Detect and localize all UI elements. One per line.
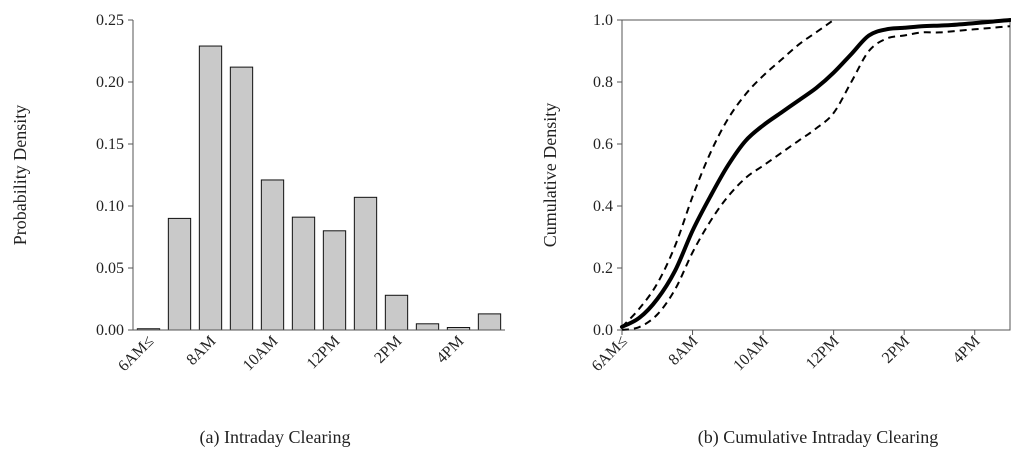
panel-a-x-ticks: 6AM≤ 8AM 10AM 12PM 2PM 4PM <box>115 333 467 375</box>
panel-a-y-tick-label-4: 0.20 <box>96 74 124 91</box>
panel-b-y-tick-label-5: 1.0 <box>593 12 613 29</box>
bar-6 <box>322 230 347 331</box>
panel-a-y-tick-label-3: 0.15 <box>96 136 124 153</box>
panel-a-y-label: Probability Density <box>10 105 30 246</box>
bar-9 <box>415 323 440 331</box>
panel-b-plot-frame <box>621 19 1011 331</box>
panel-a-x-tick-label-3: 12PM <box>304 333 344 373</box>
panel-b-x-tick-label-4: 2PM <box>879 333 913 367</box>
panel-a-y-ticks: 0.00 0.05 0.10 0.15 0.20 0.25 <box>96 12 133 339</box>
panel-b-y-tick-label-1: 0.2 <box>593 260 613 277</box>
panel-a-caption: (a) Intraday Clearing <box>200 427 351 448</box>
bar-2 <box>198 45 223 331</box>
panel-a-bars <box>136 45 502 331</box>
bar-5 <box>291 216 316 331</box>
panel-b-y-label: Cumulative Density <box>540 103 560 247</box>
bar-3 <box>229 66 254 331</box>
panel-a: 0.000.050.100.150.200.25 6AM≤ 8AM 10AM 12PM… <box>10 12 505 448</box>
bar-11 <box>477 313 502 331</box>
panel-b-y-tick-label-0: 0.0 <box>593 322 613 339</box>
panel-a-x-tick-label-5: 4PM <box>433 333 467 367</box>
panel-a-y-tick-label-1: 0.05 <box>96 260 124 277</box>
series-line-2 <box>621 25 1011 331</box>
panel-b-x-ticks: 6AM≤ 8AM 10AM 12PM 2PM 4PM <box>589 330 984 375</box>
panel-b-x-tick-label-2: 10AM <box>730 333 772 375</box>
bar-8 <box>384 294 409 331</box>
series-line-0 <box>620 18 1011 329</box>
panel-b-caption: (b) Cumulative Intraday Clearing <box>698 427 938 448</box>
panel-b-y-ticks: 0.0 0.2 0.4 0.6 0.8 1.0 <box>593 12 622 339</box>
series-line-1 <box>621 19 835 328</box>
panel-b-y-tick-label-4: 0.8 <box>593 74 613 91</box>
bar-1 <box>167 217 192 331</box>
panel-b-x-tick-label-3: 12PM <box>803 333 843 373</box>
panel-b-lines <box>620 18 1011 331</box>
panel-a-x-tick-label-4: 2PM <box>371 333 405 367</box>
panel-a-y-tick-label-0: 0.00 <box>96 322 124 339</box>
panel-a-y-tick-label-5: 0.25 <box>96 12 124 29</box>
panel-a-y-tick-label-2: 0.10 <box>96 198 124 215</box>
panel-a-x-tick-label-2: 10AM <box>240 333 282 375</box>
bar-4 <box>260 179 285 331</box>
panel-b-y-tick-label-2: 0.4 <box>593 198 613 215</box>
panel-b-x-tick-label-1: 8AM <box>665 333 701 369</box>
panel-b-x-tick-label-5: 4PM <box>950 333 984 367</box>
panel-a-x-tick-label-1: 8AM <box>183 333 219 369</box>
panel-b-y-tick-label-3: 0.6 <box>593 136 613 153</box>
bar-7 <box>353 196 378 331</box>
panel-b: 0.00.20.40.60.81.0 6AM≤ 8AM 10AM 12PM 2PM 4PM… <box>540 12 1011 448</box>
